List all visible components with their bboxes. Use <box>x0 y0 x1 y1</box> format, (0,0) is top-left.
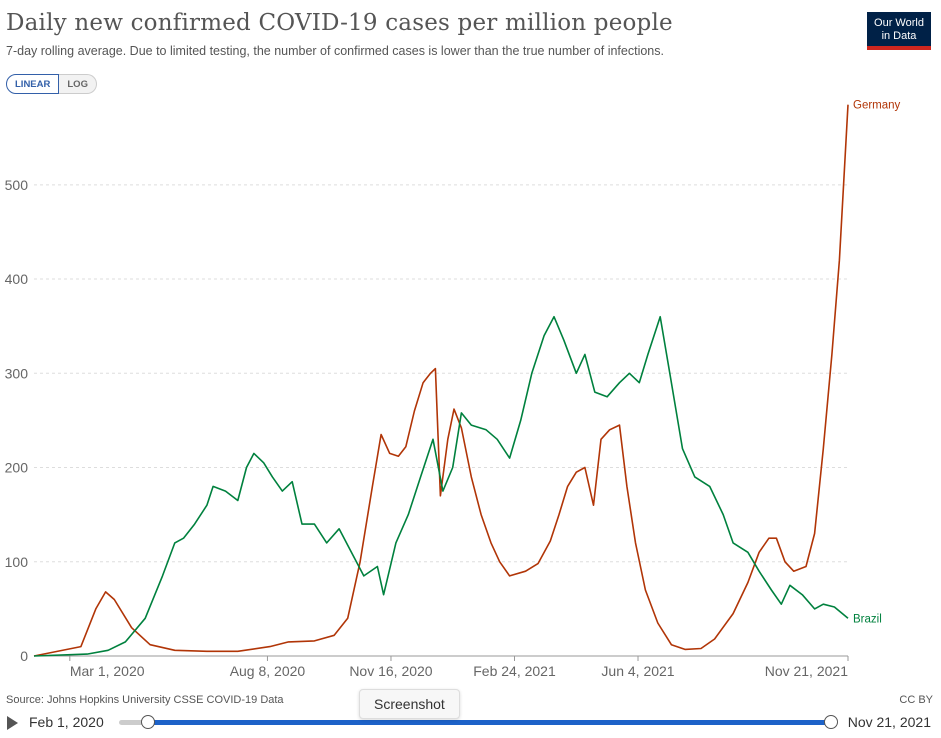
screenshot-tooltip: Screenshot <box>359 689 460 719</box>
y-tick-label: 400 <box>5 271 29 287</box>
x-tick-label: Feb 24, 2021 <box>473 663 556 679</box>
scale-toggle: LINEAR LOG <box>6 74 97 94</box>
x-tick-label: Nov 21, 2021 <box>765 663 848 679</box>
line-chart: 0 100 200 300 400 500 Mar 1, 2020 Aug 8, 2020 No… <box>5 100 901 679</box>
timeline-start-handle[interactable] <box>141 715 155 729</box>
x-tick-label: Mar 1, 2020 <box>70 663 145 679</box>
timeline-end-date: Nov 21, 2021 <box>847 714 931 730</box>
play-icon[interactable] <box>7 716 18 730</box>
x-tick-label: Jun 4, 2021 <box>601 663 674 679</box>
y-tick-label: 0 <box>20 648 28 664</box>
chart-subtitle: 7-day rolling average. Due to limited te… <box>6 44 664 58</box>
logo-line-2: in Data <box>881 30 917 42</box>
license-link[interactable]: CC BY <box>899 694 933 706</box>
timeline-selected-range <box>148 720 831 725</box>
y-tick-label: 100 <box>5 554 29 570</box>
logo-line-1: Our World <box>874 17 924 29</box>
owid-logo[interactable]: Our World in Data <box>867 12 931 50</box>
x-tick-label: Nov 16, 2020 <box>349 663 432 679</box>
series-line-germany <box>33 104 849 657</box>
source-note[interactable]: Source: Johns Hopkins University CSSE CO… <box>6 694 284 706</box>
timeline-end-handle[interactable] <box>824 715 838 729</box>
series-line-brazil <box>33 315 849 657</box>
y-tick-label: 300 <box>5 365 29 381</box>
x-tick-label: Aug 8, 2020 <box>230 663 306 679</box>
log-scale-button[interactable]: LOG <box>59 74 97 94</box>
linear-scale-button[interactable]: LINEAR <box>6 74 60 94</box>
y-tick-label: 500 <box>5 177 29 193</box>
series-label-germany: Germany <box>853 100 901 112</box>
y-tick-label: 200 <box>5 460 29 476</box>
series-label-brazil: Brazil <box>853 613 882 625</box>
timeline-start-date: Feb 1, 2020 <box>29 714 104 730</box>
chart-title: Daily new confirmed COVID-19 cases per m… <box>6 10 673 36</box>
